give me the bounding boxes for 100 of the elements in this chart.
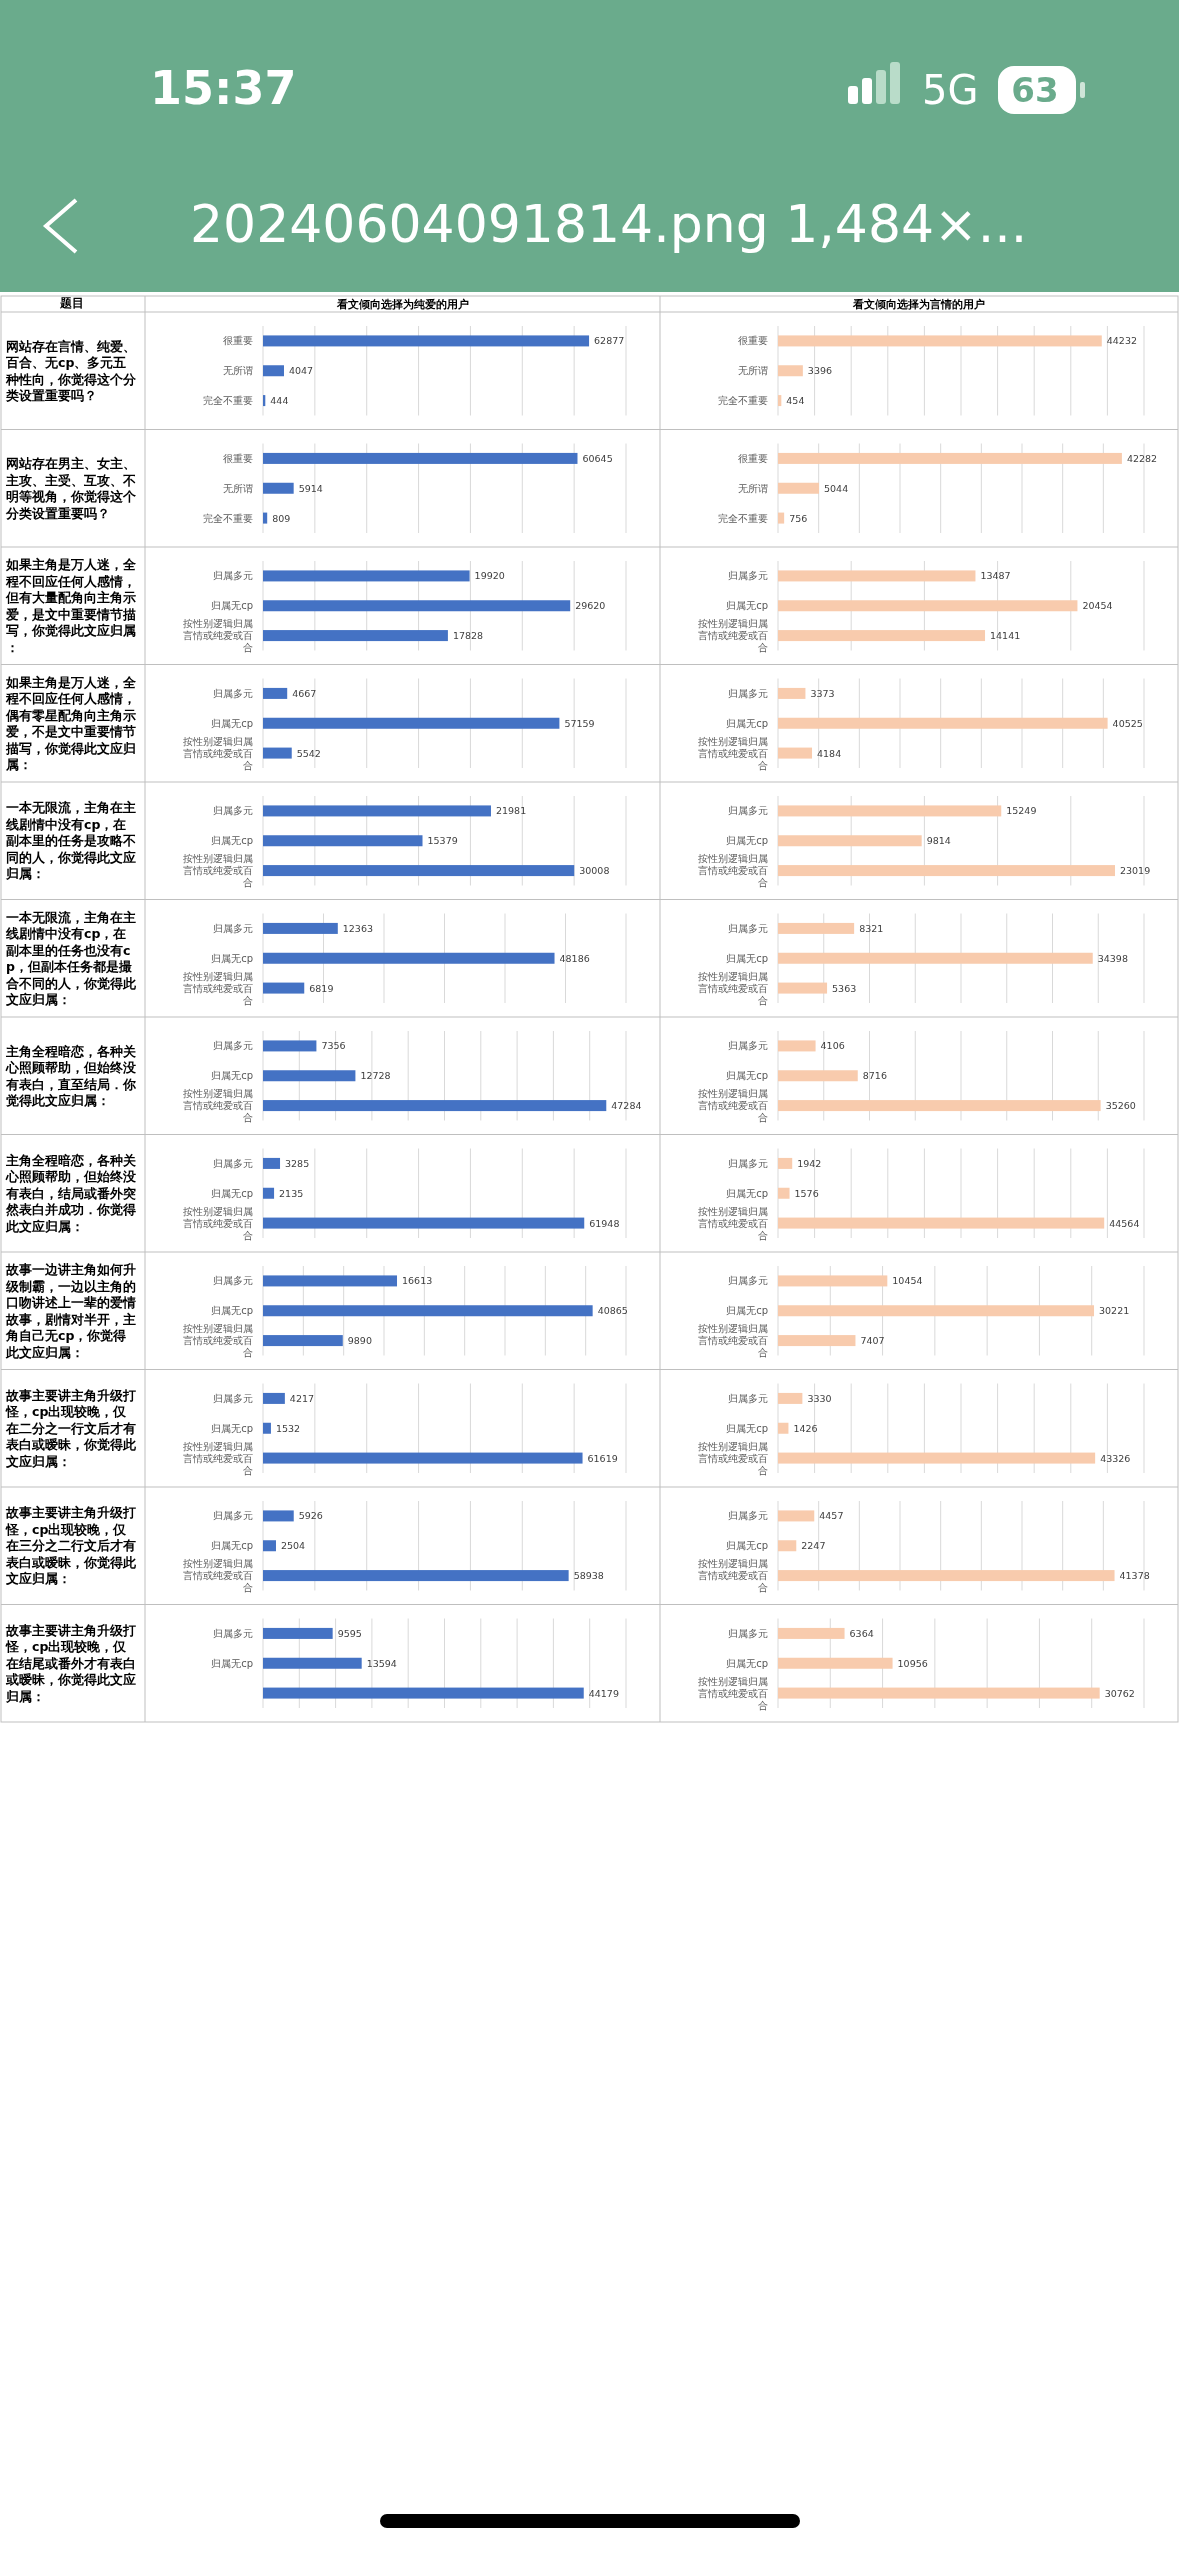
chart-subtitle: 看文倾向选择为言情的用户 — [852, 298, 985, 311]
text: 5G — [922, 67, 979, 113]
data-label: 14141 — [990, 630, 1021, 642]
data-label: 15249 — [1006, 805, 1037, 817]
text: 故事一边讲主角如何升级制霸，一边以主角的口吻讲述上一辈的爱情故事，剧情对半开，主角自己无cp，你觉得此文应归属： — [5, 1262, 136, 1360]
data-label: 35260 — [1105, 1100, 1136, 1112]
data-label: 10454 — [892, 1275, 923, 1287]
y-tick-label: 按性别逻辑归属言情或纯爱或百合 — [698, 1205, 768, 1241]
y-tick-label: 归属多元 — [213, 687, 253, 699]
y-tick-label: 按性别逻辑归属言情或纯爱或百合 — [698, 970, 768, 1006]
data-label: 44232 — [1106, 335, 1138, 347]
y-tick-label: 归属无cp — [211, 1540, 253, 1552]
y-tick-label: 按性别逻辑归属言情或纯爱或百合 — [183, 1323, 253, 1359]
text: 如果主角是万人迷，全程不回应任何人感情，但有大量配角向主角示爱，是文中重要情节描写，你觉得此文应归属： — [5, 557, 137, 655]
y-tick-label: 归属多元 — [728, 1510, 768, 1522]
data-label: 4184 — [817, 747, 842, 759]
y-tick-label: 归属无cp — [211, 717, 253, 729]
data-label: 756 — [789, 512, 808, 524]
data-label: 9814 — [926, 835, 951, 847]
y-tick-label: 按性别逻辑归属言情或纯爱或百合 — [698, 735, 768, 771]
y-tick-label: 归属无cp — [726, 600, 768, 612]
text: 网站存在言情、纯爱、百合、无cp、多元五种性向，你觉得这个分类设置重要吗？ — [5, 338, 137, 403]
data-label: 12363 — [342, 922, 374, 934]
y-tick-label: 很重要 — [223, 335, 253, 347]
y-tick-label: 归属无cp — [726, 952, 768, 964]
data-label: 3373 — [810, 687, 835, 699]
data-label: 2247 — [801, 1540, 826, 1552]
data-label: 34398 — [1097, 952, 1128, 964]
data-label: 3396 — [807, 365, 833, 377]
data-label: 47284 — [611, 1100, 642, 1112]
data-label: 1576 — [794, 1187, 819, 1199]
y-tick-label: 归属多元 — [213, 1275, 253, 1287]
y-tick-label: 按性别逻辑归属言情或纯爱或百合 — [183, 1088, 253, 1124]
data-label: 5926 — [298, 1510, 323, 1522]
y-tick-label: 归属多元 — [213, 922, 253, 934]
text: 故事主要讲主角升级打怪，cp出现较晚，仅在结尾或番外才有表白或暧昧，你觉得此文应归属： — [5, 1622, 136, 1704]
data-label: 40525 — [1112, 717, 1143, 729]
data-label: 444 — [270, 395, 289, 407]
y-tick-label: 无所谓 — [738, 365, 768, 377]
data-label: 10956 — [897, 1657, 928, 1669]
data-label: 9890 — [347, 1335, 372, 1347]
y-tick-label: 归属无cp — [211, 600, 253, 612]
y-tick-label: 归属多元 — [728, 687, 768, 699]
data-label: 3285 — [285, 1157, 310, 1169]
text: 主角全程暗恋，各种关心照顾帮助，但始终没有表白，直至结局．你觉得此文应归属： — [5, 1043, 137, 1108]
data-label: 61619 — [587, 1452, 618, 1464]
data-label: 61948 — [589, 1217, 620, 1229]
y-tick-label: 按性别逻辑归属言情或纯爱或百合 — [698, 853, 768, 889]
data-label: 12728 — [360, 1070, 391, 1082]
y-tick-label: 按性别逻辑归属言情或纯爱或百合 — [183, 1205, 253, 1241]
y-tick-label: 无所谓 — [223, 365, 253, 377]
y-tick-label: 归属无cp — [726, 717, 768, 729]
y-tick-label: 按性别逻辑归属言情或纯爱或百合 — [183, 618, 253, 654]
y-tick-label: 按性别逻辑归属言情或纯爱或百合 — [183, 735, 253, 771]
y-tick-label: 无所谓 — [738, 482, 768, 494]
y-tick-label: 归属无cp — [726, 1070, 768, 1082]
y-tick-label: 完全不重要 — [203, 512, 253, 524]
data-label: 30762 — [1104, 1687, 1135, 1699]
text: 网站存在男主、女主、主攻、主受、互攻、不明等视角，你觉得这个分类设置重要吗？ — [5, 456, 137, 521]
data-label: 1532 — [275, 1422, 301, 1434]
data-label: 4667 — [292, 687, 317, 699]
y-tick-label: 归属多元 — [728, 1275, 768, 1287]
y-tick-label: 按性别逻辑归属言情或纯爱或百合 — [698, 1323, 768, 1359]
data-label: 4106 — [820, 1040, 845, 1052]
data-label: 30008 — [579, 865, 610, 877]
data-label: 43326 — [1100, 1452, 1131, 1464]
data-label: 48186 — [559, 952, 590, 964]
data-label: 19920 — [474, 570, 505, 582]
y-tick-label: 无所谓 — [223, 482, 253, 494]
data-label: 13487 — [980, 570, 1011, 582]
data-label: 42282 — [1126, 452, 1158, 464]
y-tick-label: 归属多元 — [213, 570, 253, 582]
y-tick-label: 归属无cp — [726, 1657, 768, 1669]
y-tick-label: 归属无cp — [211, 1070, 253, 1082]
data-label: 6819 — [309, 982, 334, 994]
y-tick-label: 完全不重要 — [203, 395, 253, 407]
text: 故事主要讲主角升级打怪，cp出现较晚，仅在二分之一行文后才有表白或暧昧，你觉得此文应归属： — [5, 1387, 137, 1469]
text: 题目 — [59, 296, 84, 310]
y-tick-label: 归属多元 — [728, 1157, 768, 1169]
data-label: 21981 — [495, 805, 527, 817]
data-label: 29620 — [575, 600, 606, 612]
chart-subtitle: 看文倾向选择为纯爱的用户 — [335, 298, 469, 311]
y-tick-label: 归属多元 — [213, 1627, 253, 1639]
data-label: 1426 — [793, 1422, 818, 1434]
data-label: 1942 — [797, 1157, 822, 1169]
data-label: 9595 — [337, 1627, 362, 1639]
y-tick-label: 归属多元 — [728, 1040, 768, 1052]
y-tick-label: 归属无cp — [211, 1305, 253, 1317]
data-label: 15379 — [427, 835, 458, 847]
data-label: 23019 — [1120, 865, 1151, 877]
text: 一本无限流，主角在主线剧情中没有cp，在副本里的任务是攻略不同的人，你觉得此文应归属： — [5, 800, 136, 882]
data-label: 17828 — [452, 630, 484, 642]
y-tick-label: 按性别逻辑归属言情或纯爱或百合 — [183, 853, 253, 889]
y-tick-label: 归属多元 — [728, 570, 768, 582]
data-label: 809 — [272, 512, 291, 524]
data-label: 4047 — [288, 365, 314, 377]
data-label: 60645 — [582, 452, 613, 464]
data-label: 62877 — [594, 335, 625, 347]
data-label: 41378 — [1119, 1570, 1150, 1582]
y-tick-label: 归属多元 — [213, 1040, 253, 1052]
